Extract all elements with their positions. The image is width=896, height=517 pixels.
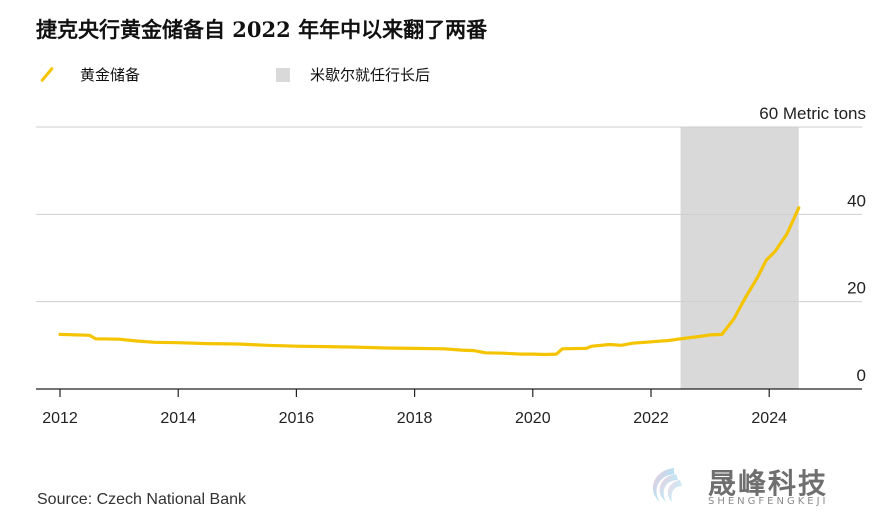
watermark-swirl-icon: [652, 468, 682, 502]
x-tick-label: 2022: [633, 410, 669, 427]
y-tick-label: 60 Metric tons: [759, 104, 866, 123]
x-tick-label: 2024: [751, 410, 787, 427]
y-tick-label: 0: [857, 366, 866, 385]
watermark-logo: 晟峰科技 SHENGFENGKEJI: [640, 462, 880, 512]
watermark-subtitle: SHENGFENGKEJI: [708, 496, 829, 507]
x-tick-label: 2014: [160, 410, 196, 427]
watermark-name: 晟峰科技: [708, 467, 829, 500]
chart-title: 捷克央行黄金储备自 2022 年年中以来翻了两番: [36, 17, 488, 42]
source-note: Source: Czech National Bank: [37, 491, 246, 508]
legend-shade-swatch: [276, 67, 290, 82]
y-tick-label: 40: [847, 191, 866, 210]
legend-gold-reserves-label: 黄金储备: [80, 66, 141, 84]
legend-shaded-period-label: 米歇尔就任行长后: [310, 66, 431, 84]
series-line-gold-reserves: [58, 206, 801, 357]
x-tick-label: 2018: [397, 410, 433, 427]
x-tick-label: 2012: [42, 410, 78, 427]
shaded-region: [680, 127, 799, 389]
x-tick-label: 2016: [279, 410, 315, 427]
legend-gold-reserves: 黄金储备: [38, 64, 140, 85]
legend-shaded-period: 米歇尔就任行长后: [276, 64, 430, 85]
x-tick-label: 2020: [515, 410, 551, 427]
y-tick-label: 20: [847, 279, 866, 298]
